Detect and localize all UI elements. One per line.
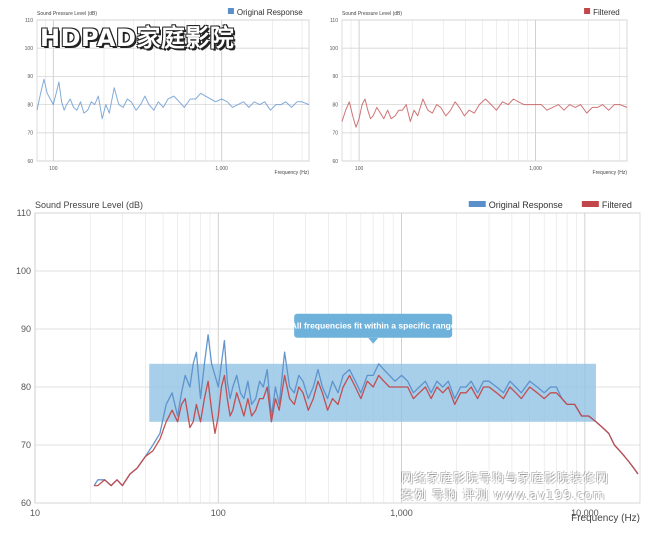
y-tick-label: 100 [16,266,31,276]
y-tick-label: 60 [332,159,338,165]
series-line-filtered [341,98,628,128]
x-tick-label: 10,000 [571,508,599,518]
legend-swatch [227,8,234,14]
x-tick-label: 1,000 [215,166,228,172]
y-axis-title: Sound Pressure Level (dB) [342,11,402,17]
y-tick-label: 110 [17,208,31,218]
y-tick-label: 60 [21,498,31,508]
x-tick-label: 100 [49,166,58,172]
annotation-pointer [368,337,379,344]
y-axis-title: Sound Pressure Level (dB) [37,11,97,17]
y-tick-label: 80 [21,382,31,392]
y-tick-label: 90 [27,74,33,80]
y-axis-title: Sound Pressure Level (dB) [35,200,143,210]
chart-panel-3: 60 70 80 90 100 110 10 100 1,000 10,000 Sound Pres… [16,200,641,524]
legend-swatch [584,8,591,14]
y-tick-label: 70 [332,131,338,137]
watermark: 网络家庭影院导购与家庭影院装修网 案例 导购 评测 www.av199.com [401,470,646,504]
y-tick-label: 80 [332,102,338,108]
plot-area [341,19,628,162]
legend-swatch [581,201,599,207]
range-band [149,363,596,422]
annotation-box [294,313,453,338]
plot-area [36,19,310,162]
series-line-original [36,78,310,120]
y-tick-label: 80 [27,102,33,108]
site-logo: HDPAD家庭影院 [40,24,235,52]
annotation-text: All frequencies fit within a specific ra… [291,321,456,331]
y-tick-label: 100 [330,46,339,52]
legend-label: Original Response [237,8,303,17]
legend-swatch [468,201,486,207]
chart-panel-1: 60 70 80 90 100 110 100 1,000 Sound Pressure Lev… [25,8,310,176]
y-tick-label: 70 [21,440,31,450]
series-line-filtered [94,374,639,487]
plot-area [34,212,641,504]
x-axis-title: Frequency (Hz) [593,170,628,176]
x-tick-label: 1,000 [390,508,413,518]
y-tick-label: 90 [332,74,338,80]
legend-label: Filtered [602,200,632,210]
y-tick-label: 110 [330,18,338,24]
y-tick-label: 100 [25,46,34,52]
y-tick-label: 110 [25,18,33,24]
chart-panel-2: 60 70 80 90 100 110 100 1,000 Sound Pressure Lev… [330,8,628,176]
watermark-line-2: 案例 导购 评测 www.av199.com [401,488,606,502]
x-tick-label: 1,000 [529,166,542,172]
x-tick-label: 100 [211,508,226,518]
legend-label: Filtered [593,8,620,17]
legend-label: Original Response [489,200,563,210]
x-axis-title: Frequency (Hz) [571,513,640,524]
x-axis-title: Frequency (Hz) [275,170,310,176]
x-tick-label: 100 [355,166,364,172]
watermark-line-1: 网络家庭影院导购与家庭影院装修网 [401,471,610,485]
y-tick-label: 60 [27,159,33,165]
y-tick-label: 90 [21,324,31,334]
x-tick-label: 10 [30,508,40,518]
y-tick-label: 70 [27,131,33,137]
series-line-original [93,334,639,487]
